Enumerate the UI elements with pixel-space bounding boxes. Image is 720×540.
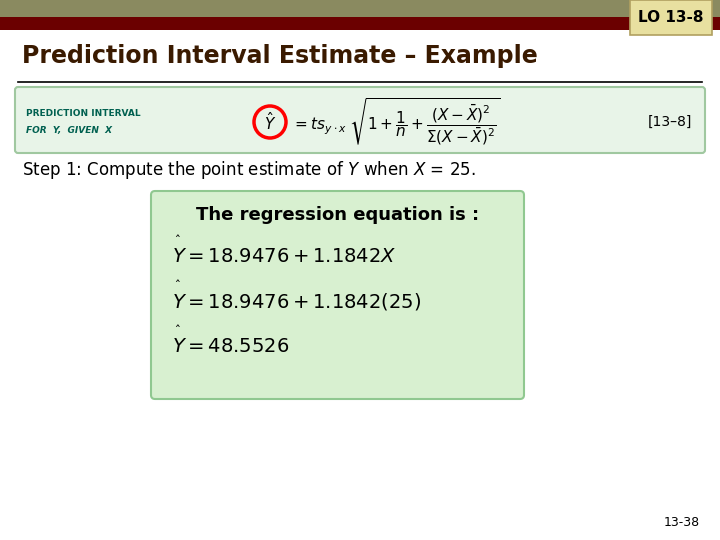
Text: $\hat{Y}$: $\hat{Y}$ [264, 111, 276, 133]
Text: $\hat{}$: $\hat{}$ [175, 229, 181, 242]
FancyBboxPatch shape [151, 191, 524, 399]
Text: Step 1: Compute the point estimate of $Y$ when $X$ = 25.: Step 1: Compute the point estimate of $Y… [22, 159, 476, 181]
Text: $= ts_{y \cdot x}\;\sqrt{1 + \dfrac{1}{n} + \dfrac{(X - \bar{X})^2}{\Sigma(X - \: $= ts_{y \cdot x}\;\sqrt{1 + \dfrac{1}{n… [292, 96, 500, 147]
Text: PREDICTION INTERVAL: PREDICTION INTERVAL [26, 110, 140, 118]
Text: $\hat{}$: $\hat{}$ [175, 319, 181, 332]
FancyBboxPatch shape [15, 87, 705, 153]
Text: [13–8]: [13–8] [647, 115, 692, 129]
Text: $Y = 18.9476 + 1.1842X$: $Y = 18.9476 + 1.1842X$ [172, 247, 397, 267]
Text: 13-38: 13-38 [664, 516, 700, 529]
Bar [0, 0, 720, 18]
FancyBboxPatch shape [630, 0, 712, 35]
Text: Prediction Interval Estimate – Example: Prediction Interval Estimate – Example [22, 44, 538, 68]
Text: $\hat{}$: $\hat{}$ [175, 274, 181, 287]
Text: The regression equation is :: The regression equation is : [197, 206, 480, 224]
Text: LO 13-8: LO 13-8 [638, 10, 703, 25]
Text: $Y = 48.5526$: $Y = 48.5526$ [172, 338, 289, 356]
Text: FOR  Y,  GIVEN  X: FOR Y, GIVEN X [26, 125, 112, 134]
Bar [0, 17, 720, 30]
Text: $Y = 18.9476 + 1.1842(25)$: $Y = 18.9476 + 1.1842(25)$ [172, 292, 421, 313]
